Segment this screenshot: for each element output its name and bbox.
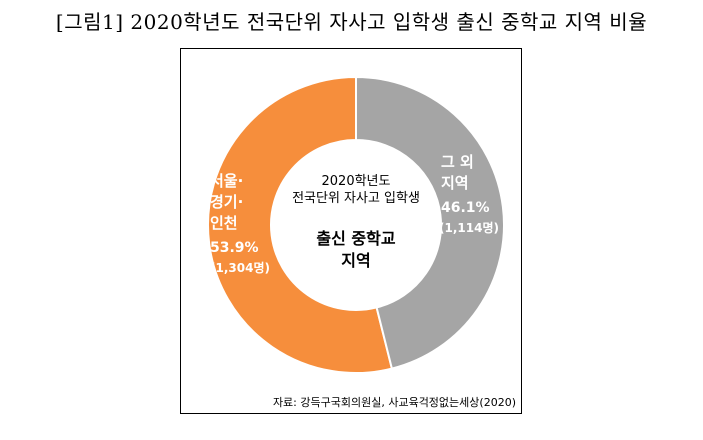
other-label-line2: 지역 [441, 174, 469, 192]
seoul-label-line2: 경기· [210, 193, 243, 211]
center-label-title-line2: 지역 [341, 251, 370, 270]
seoul-count-label: (1,304명) [210, 261, 270, 275]
center-label-title-line1: 출신 중학교 [316, 229, 395, 248]
figure-title: [그림1] 2020학년도 전국단위 자사고 입학생 출신 중학교 지역 비율 [55, 10, 648, 34]
other-percent-label: 46.1% [441, 200, 490, 216]
center-label-year: 2020학년도 [322, 174, 391, 189]
seoul-label-line3: 인천 [210, 214, 238, 232]
slice-other-regions [355, 75, 505, 370]
source-note: 자료: 강득구국회의원실, 사교육걱정없는세상(2020) [272, 396, 516, 409]
seoul-percent-label: 53.9% [210, 240, 259, 256]
other-count-label: (1,114명) [439, 221, 499, 235]
seoul-label-line1: 서울· [210, 172, 243, 190]
slice-seoul-gyeonggi-incheon [207, 75, 394, 374]
other-label-line1: 그 외 [441, 153, 474, 171]
center-label-subject: 전국단위 자사고 입학생 [292, 191, 420, 206]
